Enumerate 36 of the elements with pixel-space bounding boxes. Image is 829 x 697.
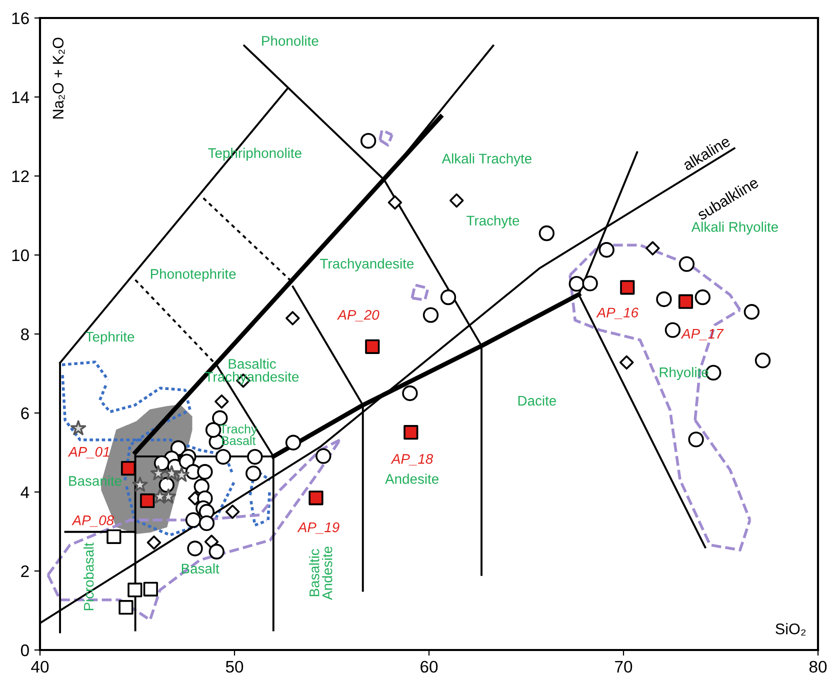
annotation: Phonotephrite	[150, 268, 236, 282]
annotation: Tephrite	[86, 331, 134, 344]
y-tick-label: 10	[12, 249, 29, 262]
annotation: Basanite	[69, 476, 122, 486]
annotation: AP_19	[297, 522, 340, 534]
y-axis-title: Na₂O + K₂O	[52, 38, 65, 118]
y-tick-label: 14	[12, 92, 30, 104]
annotation: AP_08	[72, 515, 114, 527]
annotation: Basaltic Andesite	[309, 546, 332, 600]
y-tick-label: 6	[21, 407, 29, 420]
x-tick-label: 70	[615, 660, 632, 673]
annotation: AP_16	[596, 308, 639, 320]
annotation: Trachyandesite	[320, 258, 414, 272]
x-tick-label: 50	[226, 660, 244, 673]
y-tick-label: 2	[21, 565, 29, 578]
y-tick-label: 4	[20, 486, 30, 498]
annotation: AP_17	[680, 328, 724, 340]
x-axis-title: SiO₂	[776, 623, 806, 636]
y-tick-label: 8	[21, 328, 29, 340]
annotation: AP_20	[336, 310, 380, 322]
x-tick-label: 40	[31, 660, 49, 673]
annotation: Dacite	[518, 395, 556, 406]
annotation: Picrobasalt	[84, 542, 94, 610]
annotation: Phonolite	[262, 36, 318, 46]
annotation: Trachyte	[466, 215, 520, 228]
y-tick-label: 12	[12, 170, 29, 182]
y-tick-label: 0	[20, 644, 29, 656]
x-tick-label: 80	[809, 660, 827, 673]
annotation: AP_18	[390, 454, 434, 466]
annotation: Andesite	[385, 474, 438, 484]
annotation: AP_01	[68, 446, 110, 458]
annotation: Basalt	[182, 563, 220, 574]
y-tick-label: 16	[12, 12, 29, 24]
x-tick-label: 60	[420, 660, 438, 673]
annotation: Alkali Rhyolite	[691, 222, 778, 235]
annotation: Alkali Trachyte	[442, 153, 532, 166]
